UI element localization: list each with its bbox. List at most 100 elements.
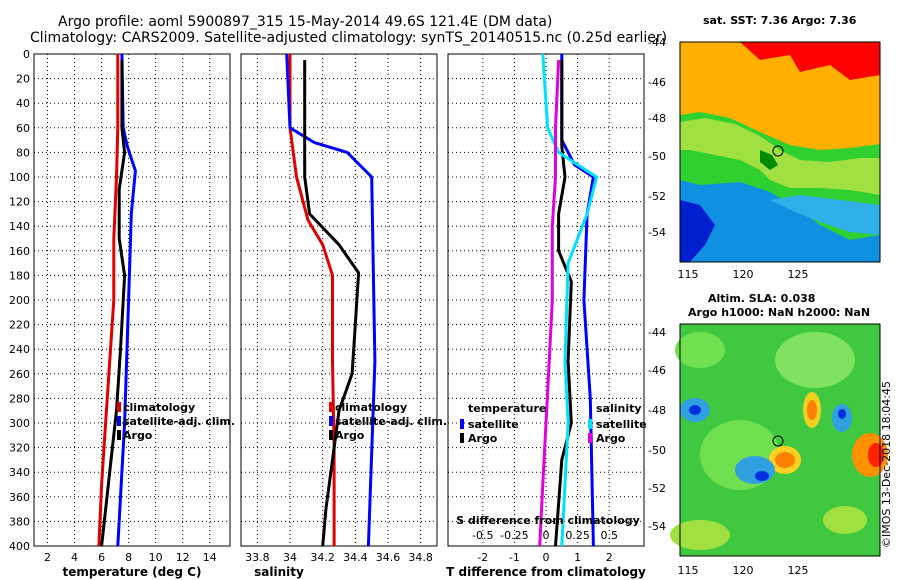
panel-frame: [447, 53, 645, 547]
sla-lat-tick-label: -48: [648, 404, 666, 417]
x-tick-label: 33.8: [245, 551, 270, 564]
x-axis-label: T difference from climatology: [446, 565, 646, 579]
sla-lon-tick-label: 115: [678, 564, 699, 577]
sst-yellowgreen-band: [680, 118, 880, 195]
x-tick-label: 0: [543, 551, 550, 564]
y-tick-label: 260: [9, 368, 30, 381]
legend-swatch: [460, 433, 464, 443]
sla-low-core: [689, 405, 701, 415]
top-x-tick-label: 0.5: [600, 529, 618, 542]
y-tick-label: 400: [9, 540, 30, 553]
y-tick-label: 220: [9, 319, 30, 332]
y-tick-label: 280: [9, 392, 30, 405]
y-tick-label: 300: [9, 417, 30, 430]
x-tick-label: -1: [509, 551, 520, 564]
x-tick-label: -2: [477, 551, 488, 564]
sst-map-frame: [679, 41, 881, 263]
y-tick-label: 120: [9, 196, 30, 209]
map-axes: 115 115 120 120 125 125 -44 -46 -48 -50 -52 -54 -44 -…: [648, 36, 809, 577]
x-tick-label: 2: [44, 551, 51, 564]
legend-label: Argo: [596, 432, 626, 445]
series-line-climatology: [97, 54, 120, 547]
legend-label: satellite-adj. clim.: [123, 415, 235, 428]
sla-lon-tick-label: 120: [733, 564, 754, 577]
sla-low-core: [838, 409, 846, 419]
sst-cold-region: [680, 180, 880, 262]
top-x-tick-label: 0: [543, 529, 550, 542]
sla-map-title-2: Argo h1000: NaN h2000: NaN: [688, 306, 870, 319]
sla-map: [670, 323, 888, 557]
sla-lat-tick-label: -50: [648, 444, 666, 457]
x-axis-label: salinity: [254, 565, 304, 579]
legend-swatch: [588, 419, 592, 429]
x-tick-label: 34: [283, 551, 297, 564]
title-line-1: Argo profile: aoml 5900897_315 15-May-20…: [58, 14, 552, 30]
legend-label: Argo: [335, 429, 365, 442]
series-line-climatology: [288, 54, 336, 546]
sst-lon-tick-label: 120: [733, 268, 754, 281]
sst-lon-tick-label: 115: [678, 268, 699, 281]
x-tick-label: 2: [606, 551, 613, 564]
y-tick-label: 40: [16, 97, 30, 110]
y-tick-label: 380: [9, 515, 30, 528]
y-tick-label: 160: [9, 245, 30, 258]
legend-label: satellite-adj. clim.: [335, 415, 447, 428]
sla-light-patch: [670, 520, 730, 550]
sst-lat-tick-label: -54: [648, 226, 666, 239]
sla-lat-tick-label: -44: [648, 326, 666, 339]
sla-light-patch: [675, 332, 725, 368]
y-tick-label: 0: [23, 48, 30, 61]
series-line-s-argo: [538, 60, 561, 547]
sla-low-patch: [735, 456, 775, 484]
legend-swatch: [329, 430, 333, 440]
y-tick-label: 200: [9, 294, 30, 307]
sla-map-frame: [679, 323, 881, 557]
sst-map-title: sat. SST: 7.36 Argo: 7.36: [703, 14, 857, 27]
series-line-satellite-adj-clim-: [285, 53, 377, 547]
series-line-t-argo: [554, 60, 573, 547]
panel-frame: [240, 53, 438, 547]
sla-low-core: [755, 471, 769, 481]
top-x-tick-label: -0.25: [500, 529, 528, 542]
x-tick-label: 14: [203, 551, 217, 564]
legend-title: salinity: [596, 402, 642, 415]
legend-label: Argo: [123, 429, 153, 442]
top-x-tick-label: 0.25: [565, 529, 590, 542]
x-tick-label: 10: [149, 551, 163, 564]
x-tick-label: 34.2: [310, 551, 335, 564]
sla-high-core: [775, 452, 795, 468]
series-line-s-satellite: [541, 53, 599, 547]
sla-profile-marker: [772, 435, 784, 447]
legend-swatch: [117, 402, 121, 412]
x-tick-label: 12: [176, 551, 190, 564]
sla-lat-tick-label: -46: [648, 364, 666, 377]
series-line-argo: [100, 60, 127, 547]
credit-text: ©IMOS 13-Dec-2018 18:04:45: [880, 381, 893, 548]
legend-label: climatology: [335, 401, 407, 414]
y-tick-label: 140: [9, 220, 30, 233]
x-tick-label: 34.4: [343, 551, 368, 564]
sst-lat-tick-label: -52: [648, 190, 666, 203]
y-tick-label: 60: [16, 122, 30, 135]
sla-lat-tick-label: -52: [648, 482, 666, 495]
temperature-panel: 2 4 6 8 10 12 14020406080100120140160180200220…: [9, 48, 235, 579]
sst-profile-marker: [772, 145, 784, 157]
sst-lat-tick-label: -46: [648, 76, 666, 89]
x-tick-label: 1: [574, 551, 581, 564]
legend-label: satellite: [596, 418, 647, 431]
title-line-2: Climatology: CARS2009. Satellite-adjuste…: [30, 30, 667, 46]
legend-swatch: [117, 416, 121, 426]
series-line-satellite-adj-clim-: [116, 53, 137, 547]
sst-lon-tick-label: 125: [788, 268, 809, 281]
sst-map: [679, 41, 881, 263]
top-x-axis-label: S difference from climatology: [456, 514, 640, 527]
legend-label: Argo: [468, 432, 498, 445]
sla-lon-tick-label: 125: [788, 564, 809, 577]
top-x-tick-label: -0.5: [472, 529, 493, 542]
sla-light-patch: [775, 332, 855, 388]
salinity-panel: 33.8 34 34.2 34.4 34.6 34.8 salinity climatolog…: [240, 53, 447, 579]
sst-lat-tick-label: -44: [648, 36, 666, 49]
legend-label: climatology: [123, 401, 195, 414]
legend-swatch: [329, 402, 333, 412]
sst-deep-cold-region: [680, 200, 715, 262]
